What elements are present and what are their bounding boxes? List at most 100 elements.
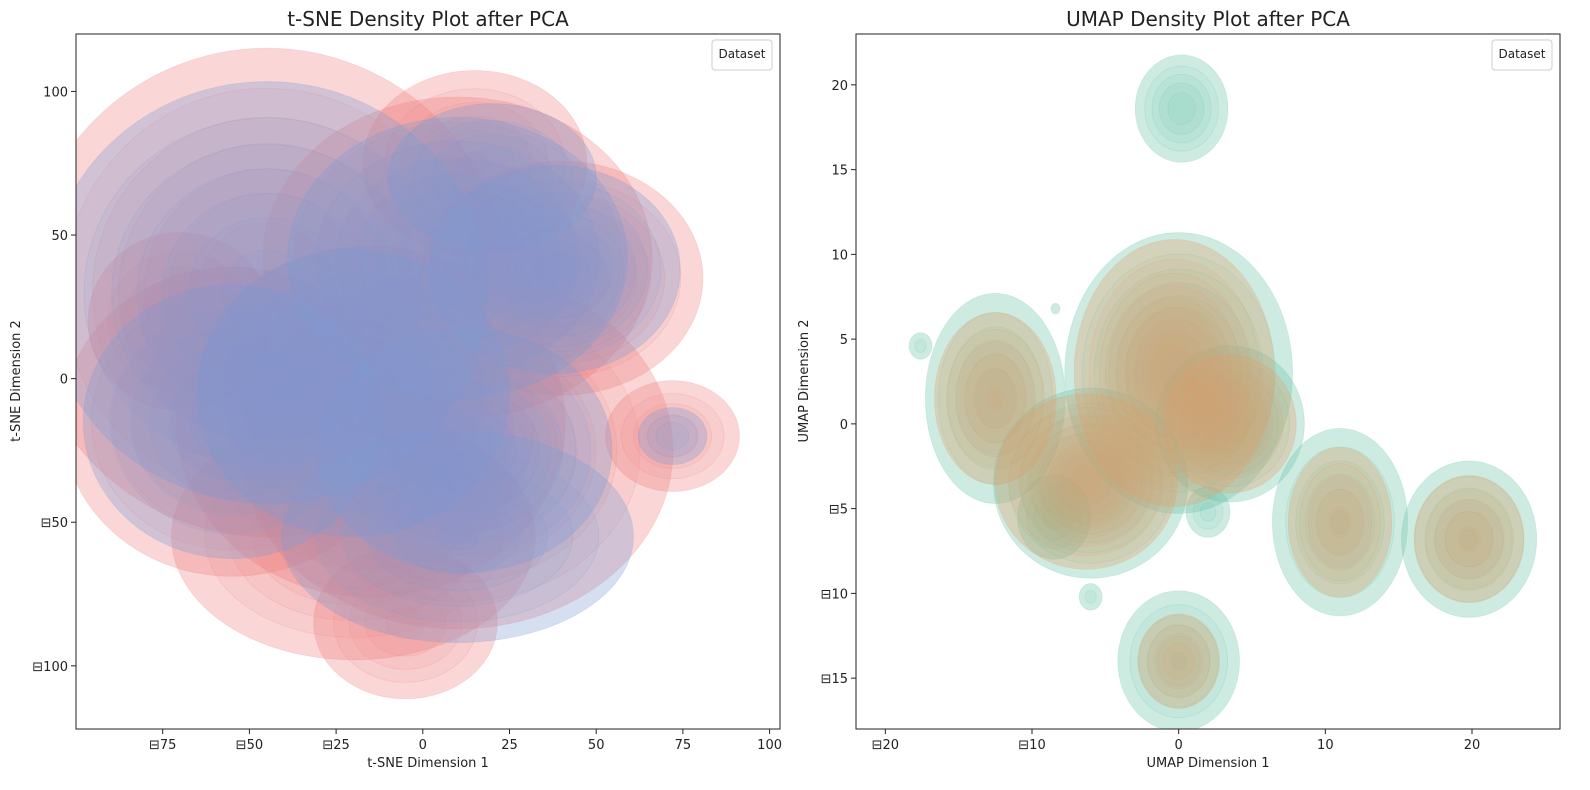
umap-x-tick-label: 0 (1175, 738, 1183, 753)
umap-density-contour (1434, 498, 1505, 580)
tsne-density-contour (398, 401, 517, 500)
umap-density-contour (1115, 295, 1242, 451)
umap-series-0-level-8 (1160, 350, 1198, 396)
umap-x-ticks: ⊟20 ⊟10 0 10 20 (872, 729, 1480, 753)
umap-y-tick-label: ⊟15 (821, 672, 848, 687)
umap-density-contour (1191, 383, 1269, 465)
tsne-density-contour (221, 249, 312, 336)
tsne-density-contour (633, 403, 712, 469)
tsne-series-1-level-3 (136, 148, 636, 592)
umap-density-contour (1043, 440, 1130, 523)
umap-y-tick-label: ⊟5 (829, 503, 848, 518)
tsne-density-contour (91, 293, 373, 551)
tsne-density-contour (76, 88, 471, 497)
tsne-series-1-level-8 (423, 252, 575, 485)
tsne-density-contour (442, 179, 681, 378)
tsne-density-contour (136, 168, 397, 417)
umap-density-contour (1299, 463, 1381, 582)
tsne-chart-title: t-SNE Density Plot after PCA (287, 7, 569, 31)
tsne-series-0-level-8 (423, 421, 492, 479)
tsne-density-contour (262, 96, 653, 420)
umap-density-contour (908, 332, 933, 360)
tsne-y-tick-label: 100 (43, 85, 68, 100)
umap-series-1-level-2 (955, 272, 1504, 690)
tsne-density-contour (348, 575, 463, 670)
umap-density-contour (987, 387, 1004, 410)
tsne-density-contour (646, 414, 699, 458)
tsne-density-contour (484, 211, 625, 328)
umap-y-tick-label: 10 (831, 248, 848, 263)
umap-density-contour (1424, 487, 1514, 591)
tsne-density-contour (83, 117, 450, 468)
tsne-density-contour (228, 293, 513, 551)
umap-density-contour (1117, 590, 1240, 729)
tsne-density-contour (76, 266, 403, 577)
umap-density-contour (1027, 424, 1146, 539)
umap-density-contour (1315, 488, 1365, 556)
umap-density-contour (1019, 413, 1162, 553)
umap-density-contour (963, 354, 1027, 443)
tsne-density-contour (498, 226, 625, 331)
umap-density-contour (1285, 446, 1395, 598)
umap-density-contour (1050, 302, 1061, 315)
tsne-density-contour (329, 384, 412, 459)
umap-density-contour (1170, 652, 1187, 671)
umap-y-axis-label: UMAP Dimension 2 (797, 319, 812, 442)
tsne-series-0-density (76, 47, 740, 700)
tsne-density-contour (316, 141, 599, 375)
tsne-density-contour (175, 245, 566, 598)
umap-density-contour (1163, 354, 1297, 494)
tsne-density-contour (338, 379, 368, 407)
umap-legend-title: Dataset (1499, 47, 1546, 61)
tsne-density-contour (293, 122, 622, 394)
tsne-density-contour (222, 272, 485, 514)
umap-density-contour (1316, 488, 1364, 556)
tsne-density-contour (302, 501, 405, 572)
umap-density-contour (1017, 474, 1091, 560)
umap-series-1-level-4 (973, 296, 1481, 553)
tsne-density-contour (457, 192, 666, 364)
umap-density-contour (1057, 450, 1124, 516)
tsne-density-contour (284, 344, 457, 500)
umap-density-contour (1133, 318, 1216, 428)
tsne-density-contour (428, 164, 681, 375)
tsne-density-contour (244, 270, 289, 315)
umap-density-contour (1135, 319, 1223, 427)
tsne-density-contour (352, 357, 577, 544)
tsne-density-contour (377, 191, 538, 325)
tsne-density-contour (387, 103, 597, 252)
umap-series-0-level-6 (1057, 319, 1223, 516)
tsne-density-contour (110, 309, 355, 534)
umap-series-0-level-0 (908, 54, 1538, 729)
umap-series-1-level-1 (946, 258, 1513, 698)
tsne-density-contour (118, 143, 416, 442)
tsne-density-contour (107, 251, 253, 392)
tsne-x-ticks: ⊟75 ⊟50 ⊟25 0 25 50 75 100 (149, 729, 782, 753)
tsne-density-contour (513, 238, 610, 319)
tsne-density-contour (388, 387, 540, 514)
umap-density-contour (1151, 74, 1212, 144)
umap-density-contour (955, 341, 1036, 456)
tsne-density-contour (82, 284, 382, 560)
umap-density-contour (1146, 624, 1211, 698)
tsne-density-contour (473, 202, 636, 337)
tsne-density-contour (423, 421, 492, 479)
tsne-density-contour (76, 47, 510, 538)
umap-density-contour (1180, 372, 1280, 476)
tsne-density-contour (318, 335, 597, 566)
tsne-density-contour (168, 193, 366, 392)
tsne-series-0-level-2 (92, 102, 712, 670)
tsne-density-contour (197, 222, 337, 363)
tsne-density-contour (384, 88, 566, 239)
umap-y-ticks: ⊟15 ⊟10 ⊟5 0 5 10 15 20 (821, 79, 856, 687)
tsne-x-tick-label: 75 (675, 738, 692, 753)
tsne-x-tick-label: 50 (588, 738, 605, 753)
tsne-density-contour (337, 345, 592, 556)
umap-series-0-level-3 (956, 82, 1505, 698)
umap-density-contour (1029, 423, 1153, 544)
umap-density-contour (1444, 510, 1494, 568)
tsne-y-tick-label: ⊟50 (41, 516, 68, 531)
tsne-density-contour (252, 467, 455, 606)
tsne-density-contour (111, 144, 423, 441)
tsne-density-contour (289, 334, 417, 452)
